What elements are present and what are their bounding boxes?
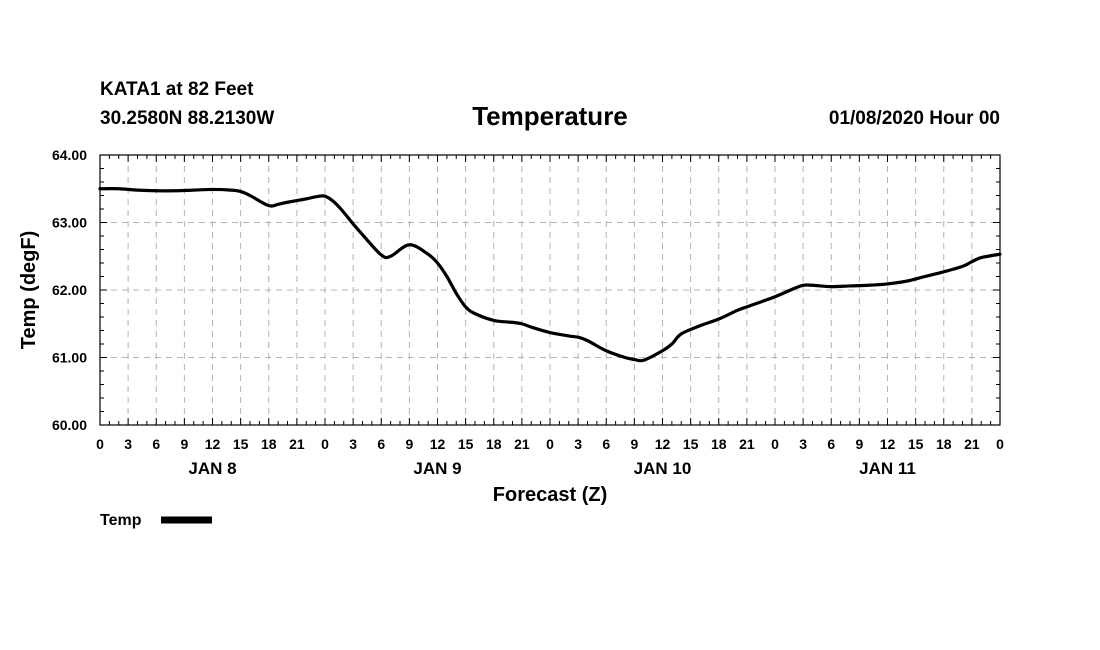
grid-lines (100, 155, 1000, 425)
y-tick-label: 64.00 (52, 147, 87, 163)
x-tick-label: 9 (630, 436, 638, 452)
x-tick-label: 15 (908, 436, 924, 452)
axis-ticks (99, 154, 1001, 426)
x-tick-label: 0 (996, 436, 1004, 452)
x-tick-label: 21 (289, 436, 305, 452)
day-label: JAN 9 (413, 459, 461, 478)
x-tick-label: 9 (405, 436, 413, 452)
x-tick-label: 3 (799, 436, 807, 452)
x-tick-label: 6 (377, 436, 385, 452)
x-tick-label: 6 (602, 436, 610, 452)
y-tick-label: 60.00 (52, 417, 87, 433)
day-label: JAN 8 (188, 459, 236, 478)
x-tick-label: 3 (574, 436, 582, 452)
x-tick-label: 12 (880, 436, 896, 452)
timestamp-label: 01/08/2020 Hour 00 (829, 108, 1000, 129)
x-tick-label: 18 (486, 436, 502, 452)
x-tick-label: 15 (683, 436, 699, 452)
series-line-temp (98, 187, 1002, 363)
y-tick-label: 62.00 (52, 282, 87, 298)
x-tick-label: 9 (855, 436, 863, 452)
x-tick-label: 0 (546, 436, 554, 452)
x-tick-label: 0 (771, 436, 779, 452)
x-tick-label: 12 (430, 436, 446, 452)
x-tick-label: 21 (964, 436, 980, 452)
x-tick-label: 15 (233, 436, 249, 452)
x-tick-label: 3 (349, 436, 357, 452)
x-tick-label: 12 (655, 436, 671, 452)
y-tick-label: 61.00 (52, 350, 87, 366)
y-tick-label: 63.00 (52, 215, 87, 231)
x-tick-label: 0 (96, 436, 104, 452)
legend-label: Temp (100, 512, 142, 529)
station-label: KATA1 at 82 Feet (100, 79, 254, 100)
x-tick-label: 18 (261, 436, 277, 452)
chart-title: Temperature (472, 101, 628, 131)
x-tick-label: 6 (827, 436, 835, 452)
axis-tick-labels: 0 3 6 9 12 15 18 21 0 3 6 9 12 15 18 21 0 3 6 9 12 15 18 21 0 3 6 9… (52, 147, 1004, 478)
x-tick-label: 0 (321, 436, 329, 452)
day-label: JAN 10 (634, 459, 692, 478)
x-tick-label: 6 (152, 436, 160, 452)
x-tick-label: 18 (711, 436, 727, 452)
x-tick-label: 18 (936, 436, 952, 452)
x-tick-label: 3 (124, 436, 132, 452)
x-axis-label: Forecast (Z) (493, 484, 607, 506)
x-tick-label: 9 (180, 436, 188, 452)
location-label: 30.2580N 88.2130W (100, 108, 274, 129)
day-label: JAN 11 (859, 459, 916, 478)
x-tick-label: 12 (205, 436, 221, 452)
x-tick-label: 21 (514, 436, 530, 452)
series-layer (98, 187, 1002, 363)
x-tick-label: 21 (739, 436, 755, 452)
y-axis-label: Temp (degF) (18, 231, 40, 350)
x-tick-label: 15 (458, 436, 474, 452)
